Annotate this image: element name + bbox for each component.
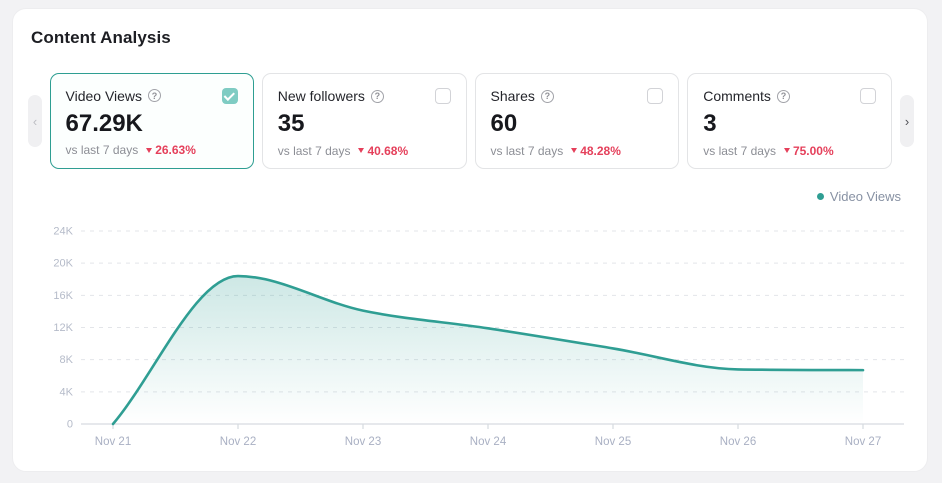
video-views-chart: 0 4K 8K 12K 16K 20K 24K Nov 21 Nov 22 Nov 23 Nov 2… [21, 208, 927, 455]
chart-legend: Video Views [13, 189, 901, 204]
compare-label: vs last 7 days [703, 143, 776, 158]
help-icon[interactable]: ? [148, 89, 162, 102]
delta-value: 40.68% [367, 143, 409, 158]
y-axis-label: 20K [53, 258, 73, 270]
y-axis-label: 4K [60, 386, 74, 398]
metric-value: 35 [277, 110, 305, 137]
carousel-next-button[interactable]: › [900, 95, 914, 147]
metric-checkbox-unchecked[interactable] [647, 88, 664, 104]
metric-value: 3 [703, 110, 717, 137]
legend-dot-icon [816, 193, 824, 200]
metric-label: New followers [277, 88, 365, 104]
legend-label: Video Views [829, 189, 901, 204]
metric-cards-carousel: ‹ Video Views ? 67.29K vs last 7 days 26… [13, 73, 927, 169]
metric-value: 67.29K [65, 109, 143, 137]
x-axis-label: Nov 26 [720, 436, 756, 448]
x-axis-label: Nov 25 [595, 436, 631, 448]
metric-label: Comments [703, 88, 771, 104]
metric-label: Video Views [65, 87, 143, 104]
delta-badge: 75.00% [783, 143, 834, 158]
metric-checkbox-unchecked[interactable] [860, 88, 876, 104]
help-icon[interactable]: ? [370, 89, 384, 103]
y-axis-label: 0 [67, 419, 73, 431]
decrease-arrow-icon [783, 148, 790, 154]
compare-label: vs last 7 days [65, 143, 139, 158]
delta-value: 26.63% [155, 143, 196, 158]
x-axis-label: Nov 21 [95, 436, 131, 448]
metric-card-video-views[interactable]: Video Views ? 67.29K vs last 7 days 26.6… [50, 73, 254, 169]
x-axis-label: Nov 24 [470, 436, 507, 448]
metric-checkbox-unchecked[interactable] [434, 88, 451, 104]
metric-label: Shares [490, 88, 535, 104]
carousel-prev-button[interactable]: ‹ [28, 95, 42, 147]
y-axis-label: 8K [60, 354, 74, 366]
delta-value: 75.00% [792, 143, 834, 158]
y-axis-label: 24K [53, 226, 73, 238]
metric-card-shares[interactable]: Shares ? 60 vs last 7 days 48.28% [474, 73, 680, 169]
delta-badge: 48.28% [571, 144, 621, 158]
metric-checkbox-checked[interactable] [222, 87, 239, 104]
chevron-left-icon: ‹ [32, 113, 38, 129]
chevron-right-icon: › [904, 113, 910, 129]
x-axis-label: Nov 23 [345, 436, 381, 448]
metric-card-new-followers[interactable]: New followers ? 35 vs last 7 days 40.68% [261, 73, 467, 169]
compare-label: vs last 7 days [277, 143, 351, 158]
series-line [111, 274, 865, 426]
metric-value: 60 [490, 110, 518, 137]
area-chart-svg: 0 4K 8K 12K 16K 20K 24K Nov 21 Nov 22 Nov 23 Nov 2… [53, 226, 904, 448]
delta-value: 48.28% [580, 143, 621, 158]
help-icon[interactable]: ? [540, 89, 554, 103]
decrease-arrow-icon [571, 148, 578, 154]
delta-badge: 40.68% [358, 144, 408, 158]
check-icon [223, 89, 236, 101]
metric-card-comments[interactable]: Comments ? 3 vs last 7 days 75.00% [687, 73, 892, 169]
content-analysis-panel: Content Analysis ‹ Video Views ? 67.29K … [12, 8, 928, 472]
delta-badge: 26.63% [146, 143, 196, 157]
x-axis-label: Nov 22 [220, 436, 256, 448]
x-axis-label: Nov 27 [845, 436, 881, 448]
compare-label: vs last 7 days [490, 143, 564, 158]
page-title: Content Analysis [31, 28, 171, 47]
y-axis-label: 12K [53, 322, 73, 334]
decrease-arrow-icon [146, 147, 153, 153]
decrease-arrow-icon [358, 148, 365, 154]
area-fill [113, 276, 863, 424]
help-icon[interactable]: ? [776, 89, 790, 103]
y-axis-label: 16K [53, 290, 73, 302]
